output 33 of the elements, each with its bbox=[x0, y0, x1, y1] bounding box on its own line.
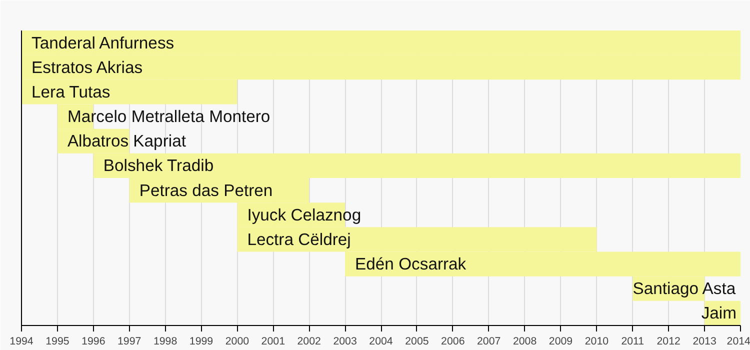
x-tick-label: 2014 bbox=[726, 336, 750, 348]
y-tick-label: Lera Tutas bbox=[32, 82, 110, 102]
y-tick-label: Jaim bbox=[701, 304, 737, 323]
y-tick-label: Petras das Petren bbox=[139, 180, 273, 200]
y-tick-label: Albatros Kapriat bbox=[67, 132, 186, 151]
x-tick-label: 2001 bbox=[261, 336, 286, 348]
x-tick-label: 1997 bbox=[117, 336, 142, 348]
y-tick-label: Marcelo Metralleta Montero bbox=[67, 107, 270, 126]
x-tick-label: 2010 bbox=[584, 336, 609, 348]
x-tick-label: 2011 bbox=[621, 336, 644, 348]
y-tick-label: Bolshek Tradib bbox=[103, 156, 214, 176]
y-tick-label: Santiago Asta bbox=[632, 279, 736, 298]
x-tick-label: 2012 bbox=[656, 336, 681, 348]
y-tick-label: Iyuck Celaznog bbox=[247, 205, 362, 224]
y-tick-label: Tanderal Anfurness bbox=[32, 33, 174, 52]
x-tick-label: 2009 bbox=[548, 336, 573, 348]
x-tick-label: 1994 bbox=[10, 336, 34, 348]
x-tick-label: 2007 bbox=[476, 336, 501, 348]
x-tick-label: 1998 bbox=[153, 336, 178, 348]
x-tick-label: 1999 bbox=[189, 336, 214, 348]
y-tick-label: Estratos Akrias bbox=[32, 58, 143, 77]
x-tick-label: 2000 bbox=[225, 336, 250, 348]
x-tick-label: 2003 bbox=[333, 336, 357, 348]
x-tick-label: 2008 bbox=[512, 336, 537, 348]
x-tick-label: 2006 bbox=[441, 336, 465, 348]
y-tick-label: Lectra Cëldrej bbox=[247, 230, 351, 249]
x-tick-label: 1996 bbox=[82, 336, 106, 348]
x-tick-label: 2004 bbox=[369, 336, 393, 348]
x-tick-label: 2013 bbox=[692, 336, 716, 348]
x-tick-label: 1995 bbox=[46, 336, 70, 348]
x-tick-label: 2002 bbox=[297, 336, 322, 348]
y-tick-label: Edén Ocsarrak bbox=[355, 254, 467, 274]
x-tick-label: 2005 bbox=[405, 336, 429, 348]
